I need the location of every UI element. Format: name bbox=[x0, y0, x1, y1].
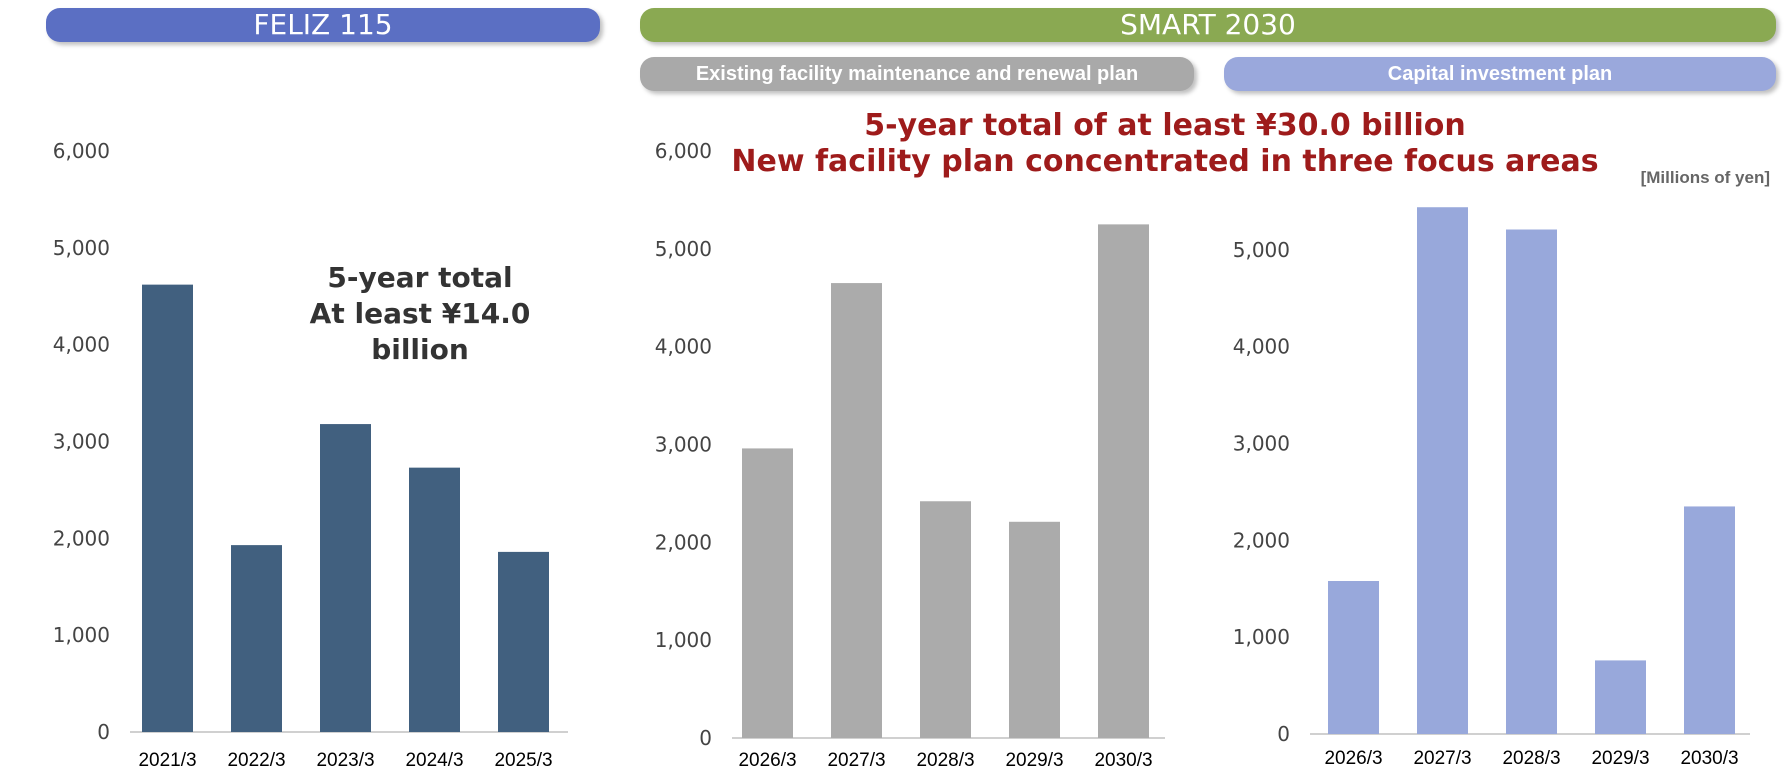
x-category-label: 2026/3 bbox=[738, 750, 796, 771]
x-category-label: 2028/3 bbox=[1502, 748, 1560, 769]
x-category-label: 2027/3 bbox=[827, 750, 885, 771]
x-category-label: 2029/3 bbox=[1591, 748, 1649, 769]
x-category-label: 2022/3 bbox=[227, 750, 285, 771]
y-tick-label: 5,000 bbox=[53, 236, 110, 260]
y-tick-label: 0 bbox=[699, 726, 712, 750]
x-category-label: 2028/3 bbox=[916, 750, 974, 771]
x-category-label: 2026/3 bbox=[1324, 748, 1382, 769]
smart-header: SMART 2030 bbox=[640, 8, 1776, 42]
bar-2029-3 bbox=[1595, 660, 1646, 734]
y-tick-label: 4,000 bbox=[655, 335, 712, 359]
x-category-label: 2024/3 bbox=[405, 750, 463, 771]
bar-2026-3 bbox=[1328, 581, 1379, 734]
feliz-chart: 0 1,000 2,000 3,000 4,000 5,000 6,000 2021/3 202… bbox=[53, 139, 568, 771]
x-category-label: 2029/3 bbox=[1005, 750, 1063, 771]
feliz-total-note: 5-year total At least ¥14.0 billion bbox=[260, 260, 580, 368]
x-category-label: 2027/3 bbox=[1413, 748, 1471, 769]
headline: 5-year total of at least ¥30.0 billion N… bbox=[700, 108, 1630, 180]
unit-label: [Millions of yen] bbox=[1640, 168, 1770, 187]
capital-plan-chart: 0 1,000 2,000 3,000 4,000 5,000 2026/3 2027/3 20… bbox=[1233, 207, 1750, 769]
headline-line-2: New facility plan concentrated in three … bbox=[731, 144, 1599, 179]
bar-2023-3 bbox=[320, 424, 371, 732]
bar-2028-3 bbox=[920, 501, 971, 738]
x-category-label: 2030/3 bbox=[1680, 748, 1738, 769]
x-category-label: 2023/3 bbox=[316, 750, 374, 771]
x-category-label: 2021/3 bbox=[138, 750, 196, 771]
bar-2025-3 bbox=[498, 551, 549, 732]
feliz-note-line-1: 5-year total bbox=[327, 261, 513, 294]
y-tick-label: 3,000 bbox=[53, 430, 110, 454]
bar-2021-3 bbox=[142, 284, 193, 732]
existing-plan-chart: 0 1,000 2,000 3,000 4,000 5,000 6,000 2026/3 202… bbox=[655, 139, 1165, 771]
bar-2026-3 bbox=[742, 448, 793, 738]
y-tick-label: 3,000 bbox=[655, 433, 712, 457]
y-tick-label: 1,000 bbox=[655, 628, 712, 652]
bar-2028-3 bbox=[1506, 229, 1557, 734]
y-tick-label: 1,000 bbox=[53, 623, 110, 647]
y-tick-label: 4,000 bbox=[53, 333, 110, 357]
bar-2022-3 bbox=[231, 545, 282, 732]
y-tick-label: 0 bbox=[97, 720, 110, 744]
capital-plan-header: Capital investment plan bbox=[1224, 57, 1776, 91]
bar-2030-3 bbox=[1098, 224, 1149, 738]
y-tick-label: 2,000 bbox=[53, 526, 110, 550]
headline-line-1: 5-year total of at least ¥30.0 billion bbox=[864, 108, 1466, 143]
y-tick-label: 6,000 bbox=[655, 139, 712, 163]
y-tick-label: 5,000 bbox=[1233, 238, 1290, 262]
feliz-note-line-2: At least ¥14.0 billion bbox=[309, 297, 531, 366]
y-tick-label: 4,000 bbox=[1233, 335, 1290, 359]
y-tick-label: 1,000 bbox=[1233, 625, 1290, 649]
y-tick-label: 6,000 bbox=[53, 139, 110, 163]
bar-2027-3 bbox=[1417, 207, 1468, 734]
y-tick-label: 2,000 bbox=[1233, 528, 1290, 552]
y-tick-label: 2,000 bbox=[655, 530, 712, 554]
x-category-label: 2030/3 bbox=[1094, 750, 1152, 771]
bar-2029-3 bbox=[1009, 521, 1060, 738]
bar-2024-3 bbox=[409, 467, 460, 732]
bar-2030-3 bbox=[1684, 506, 1735, 734]
bar-2027-3 bbox=[831, 283, 882, 738]
y-tick-label: 5,000 bbox=[655, 237, 712, 261]
existing-plan-header: Existing facility maintenance and renewa… bbox=[640, 57, 1194, 91]
y-tick-label: 0 bbox=[1277, 722, 1290, 746]
feliz-header: FELIZ 115 bbox=[46, 8, 600, 42]
x-category-label: 2025/3 bbox=[494, 750, 552, 771]
y-tick-label: 3,000 bbox=[1233, 432, 1290, 456]
